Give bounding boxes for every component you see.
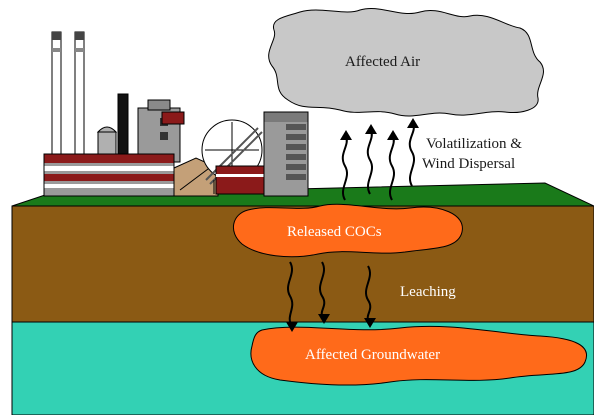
affected-air-cloud [268,8,544,117]
leaching-arrows [287,261,372,327]
leach-arrow-1 [287,261,294,327]
smokestack-left [51,31,62,157]
red-roof-building [161,111,185,125]
leaching-arrowheads [286,314,376,332]
volatilization-arrowheads [340,118,419,140]
label-released-cocs: Released COCs [287,224,382,240]
volatilization-arrows [341,123,415,201]
vapor-arrow-3 [388,135,395,201]
red-front-building [215,165,267,195]
central-building [137,99,181,163]
label-affected-groundwater: Affected Groundwater [305,347,440,363]
smokestack-black [117,93,129,155]
label-affected-air: Affected Air [345,54,420,70]
vapor-arrow-2 [366,129,373,195]
released-cocs-plume [233,203,463,258]
leach-arrow-3 [365,265,372,323]
spherical-tank [201,119,263,194]
vapor-arrow-4 [408,123,415,187]
vapor-arrow-1 [341,135,348,201]
label-volatilization-line2: Wind Dispersal [422,156,515,172]
small-silo [96,126,118,159]
leach-arrow-2 [319,261,326,319]
annex-building [173,157,219,197]
tall-gray-building [263,111,309,197]
main-building [43,153,175,197]
factory [43,31,309,197]
label-leaching: Leaching [400,284,456,300]
smokestack-middle [74,31,85,157]
affected-groundwater-plume [250,325,587,386]
label-volatilization-line1: Volatilization & [426,136,522,152]
